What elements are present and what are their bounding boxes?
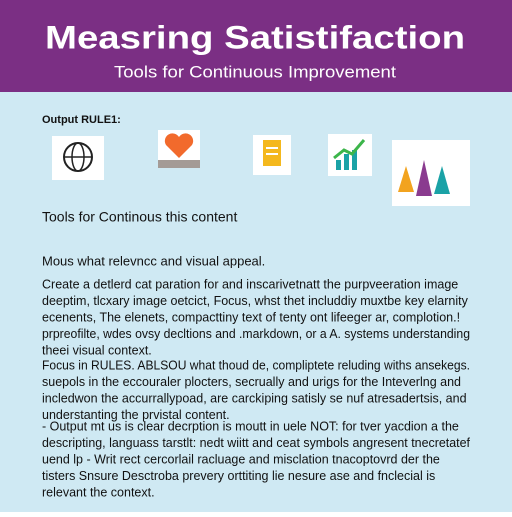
paragraph-line: incledwon the accurrallypoad, are carcki… (42, 391, 467, 405)
cone-icon (434, 166, 450, 194)
paragraph-line: tisters Snsure Desctroba prevery orttiti… (42, 469, 435, 483)
intro: Mous what relevncc and visual appeal. (42, 253, 265, 268)
title: Measring Satistifaction (45, 19, 465, 55)
icon-bg (392, 140, 470, 206)
chart-bar (352, 150, 357, 170)
header-band (0, 0, 512, 92)
paragraph-line: uend lp - Writ rect cercorlail racluage … (42, 452, 440, 466)
chart-bar (344, 154, 349, 170)
chart-arrow (333, 139, 366, 160)
body-text: Create a detlerd cat paration for and in… (42, 277, 471, 499)
paragraph-line: Focus in RULES. ABLSOU what thoud de, co… (42, 358, 470, 372)
section-heading: Tools for Continous this content (42, 209, 237, 225)
paragraph-line: deeptim, tlcxary image oetcict, Focus, w… (42, 294, 469, 308)
paragraph-line: Create a detlerd cat paration for and in… (42, 277, 458, 291)
section-label: Output RULE1: (42, 114, 121, 126)
icon-bg (328, 134, 372, 176)
paragraph-line: descripting, languass tarstlt: nedt wiit… (42, 436, 471, 450)
cone-icon (416, 160, 432, 196)
paragraph-line: relevant the context. (42, 485, 155, 499)
subtitle: Tools for Continuous Improvement (114, 62, 396, 81)
paragraph-line: ecenents, The elenets, compacttiny text … (42, 310, 460, 324)
icons (52, 130, 470, 206)
paragraph-line: suepols in the eccouraler plocters, secr… (42, 375, 461, 389)
paragraph-line: theei visual context. (42, 343, 152, 357)
heart-icon (164, 133, 194, 158)
heart-base (158, 160, 200, 168)
paragraph-line: prpreofilte, wdes ovsy decltions and .ma… (42, 327, 470, 341)
paragraph-line: understanting the prvistal content. (42, 408, 230, 422)
chart-bar (336, 160, 341, 170)
paragraph-line: - Output mt us is clear decrption is mou… (42, 419, 459, 433)
cone-icon (398, 166, 414, 192)
